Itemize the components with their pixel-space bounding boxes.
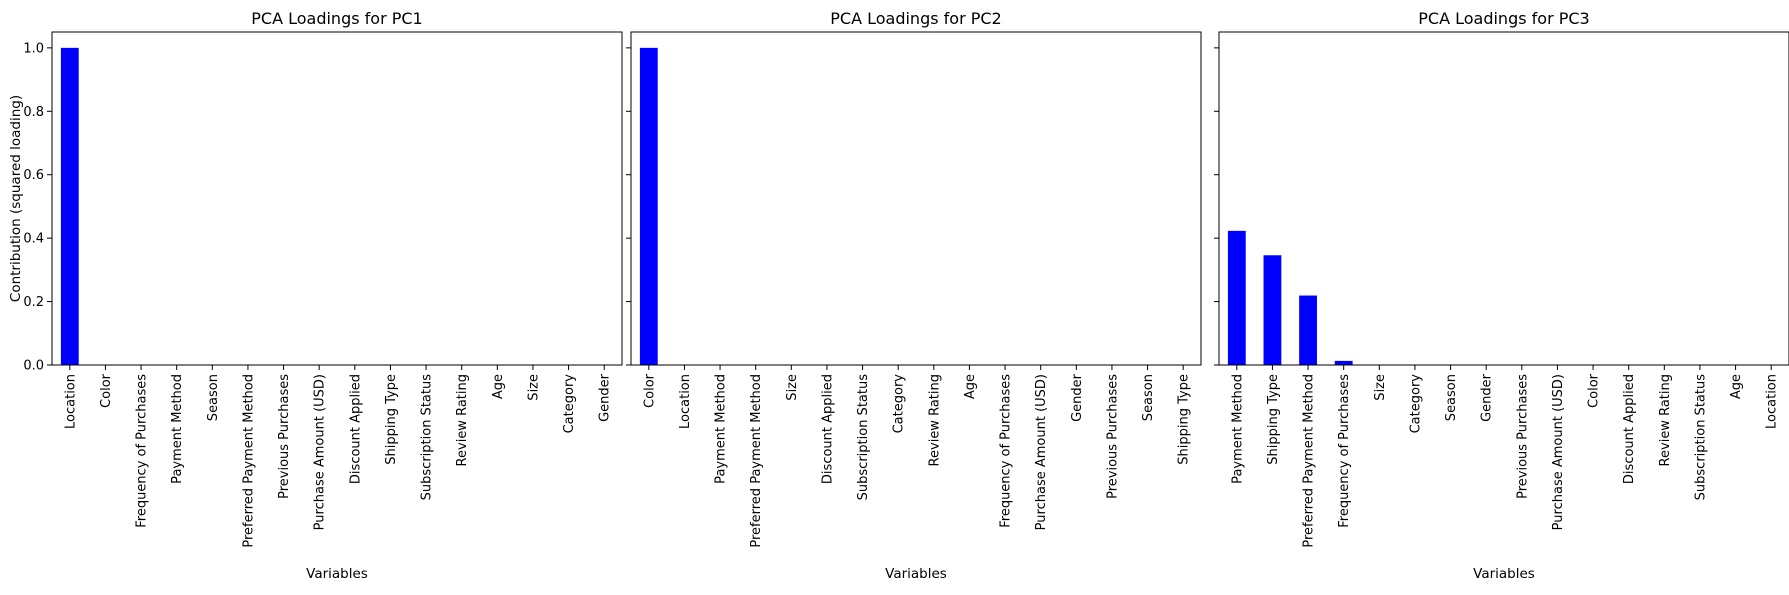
x-tick-label: Category: [892, 374, 907, 434]
x-tick-label: Shipping Type: [1177, 374, 1192, 465]
y-tick-label: 0.0: [23, 359, 44, 374]
axes-frame: [51, 31, 623, 366]
x-tick-label: Subscription Status: [856, 374, 871, 501]
bar: [60, 47, 79, 365]
x-tick-label: Payment Method: [1230, 374, 1245, 484]
chart-panel-pc1: PCA Loadings for PC1 0.0 0.2 0.4 0.6 0.8 1.0 Lo…: [8, 9, 623, 582]
y-tick-label: 0.4: [23, 232, 44, 247]
x-tick-label: Age: [963, 374, 978, 399]
x-tick-label: Age: [1729, 374, 1744, 399]
x-tick-label: Age: [491, 374, 506, 399]
bar: [1334, 360, 1353, 365]
x-tick-label: Season: [1141, 374, 1156, 421]
x-tick-label: Category: [562, 374, 577, 434]
chart-panel-pc2: PCA Loadings for PC2 Color Location Payment…: [626, 9, 1202, 582]
bar: [1227, 230, 1246, 365]
y-tick-label: 0.6: [23, 168, 44, 183]
x-tick-label: Review Rating: [455, 374, 470, 466]
x-tick-label: Frequency of Purchases: [1337, 374, 1352, 528]
x-tick-label: Previous Purchases: [1515, 374, 1530, 499]
axes-frame: [630, 31, 1202, 366]
x-tick-label: Category: [1408, 374, 1423, 434]
x-tick-label: Location: [1765, 374, 1780, 429]
y-axis-label: Contribution (squared loading): [8, 95, 24, 302]
y-tick-label: 1.0: [23, 41, 44, 56]
x-tick-label: Season: [206, 374, 221, 421]
chart-panel-pc3: PCA Loadings for PC3 Payment Method Shippi…: [1214, 9, 1789, 582]
x-tick-label: Size: [526, 374, 541, 401]
chart-title: PCA Loadings for PC2: [830, 9, 1001, 28]
x-tick-label: Shipping Type: [384, 374, 399, 465]
x-tick-label: Review Rating: [1658, 374, 1673, 466]
x-tick-label: Purchase Amount (USD): [1034, 374, 1049, 530]
x-tick-label: Size: [785, 374, 800, 401]
x-axis-label: Variables: [885, 566, 947, 582]
x-tick-label: Payment Method: [714, 374, 729, 484]
x-tick-label: Gender: [598, 373, 613, 422]
x-tick-label: Preferred Payment Method: [241, 374, 256, 548]
x-tick-label: Color: [99, 373, 114, 408]
x-tick-label: Shipping Type: [1266, 374, 1281, 465]
chart-title: PCA Loadings for PC1: [251, 9, 422, 28]
axes-frame: [1218, 31, 1789, 366]
x-tick-label: Previous Purchases: [277, 374, 292, 499]
x-axis-label: Variables: [1473, 566, 1535, 582]
x-tick-label: Season: [1444, 374, 1459, 421]
y-tick-label: 0.8: [23, 105, 44, 120]
x-tick-label: Frequency of Purchases: [999, 374, 1014, 528]
x-tick-label: Color: [1587, 373, 1602, 408]
x-tick-label: Location: [63, 374, 78, 429]
x-tick-label: Gender: [1480, 373, 1495, 422]
x-tick-label: Discount Applied: [1622, 374, 1637, 484]
x-tick-label: Purchase Amount (USD): [1551, 374, 1566, 530]
bar: [1263, 255, 1282, 365]
x-tick-label: Discount Applied: [348, 374, 363, 484]
bar: [639, 47, 658, 365]
bar: [1299, 295, 1317, 365]
x-tick-label: Payment Method: [170, 374, 185, 484]
chart-title: PCA Loadings for PC3: [1418, 9, 1589, 28]
x-axis-label: Variables: [306, 566, 368, 582]
x-tick-label: Discount Applied: [820, 374, 835, 484]
x-tick-label: Review Rating: [927, 374, 942, 466]
y-tick-label: 0.2: [23, 295, 44, 310]
x-tick-label: Preferred Payment Method: [749, 374, 764, 548]
x-tick-label: Color: [642, 373, 657, 408]
x-tick-label: Purchase Amount (USD): [313, 374, 328, 530]
x-tick-label: Subscription Status: [420, 374, 435, 501]
x-tick-label: Gender: [1070, 373, 1085, 422]
x-tick-label: Location: [678, 374, 693, 429]
x-tick-label: Size: [1373, 374, 1388, 401]
x-tick-label: Subscription Status: [1693, 374, 1708, 501]
x-tick-label: Frequency of Purchases: [135, 374, 150, 528]
x-tick-label: Previous Purchases: [1105, 374, 1120, 499]
x-tick-label: Preferred Payment Method: [1302, 374, 1317, 548]
